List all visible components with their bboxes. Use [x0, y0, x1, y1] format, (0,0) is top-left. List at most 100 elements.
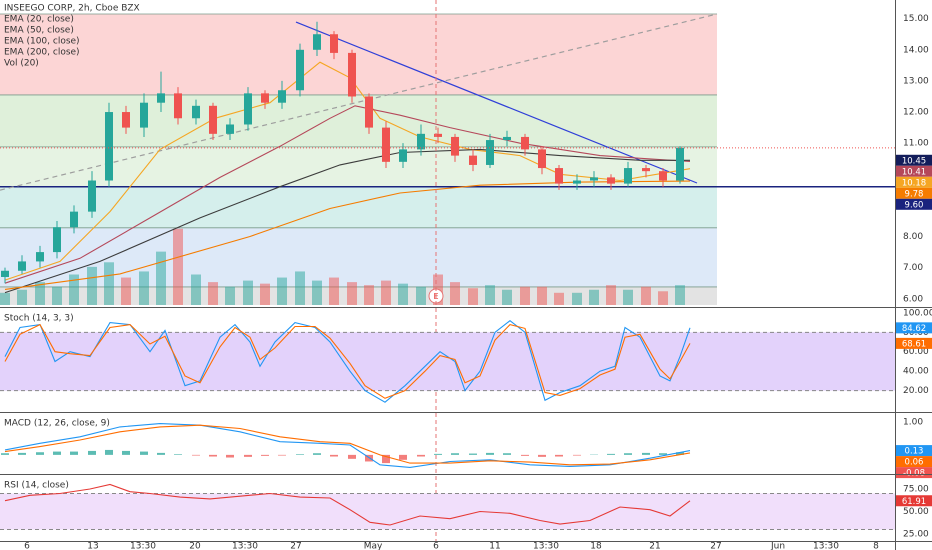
price-badge-label: 9.60 [905, 200, 924, 210]
histogram-bar [174, 454, 182, 455]
indicator-line [4, 423, 691, 468]
candle-body [296, 49, 304, 91]
histogram-bar [36, 452, 44, 455]
legend-text: EMA (50, close) [4, 26, 74, 36]
indicator-line [4, 180, 691, 290]
candle-body [382, 127, 390, 162]
candle-body [417, 133, 425, 150]
legend-text: Vol (20) [4, 59, 39, 69]
fib-zone [0, 94, 717, 147]
candle-body [365, 96, 373, 128]
candle-body [226, 124, 234, 134]
y-tick-label: 50.00 [903, 507, 929, 517]
candle-body [469, 155, 477, 165]
histogram-bar [607, 453, 615, 455]
histogram-bar [296, 454, 304, 455]
x-tick-label: 13:30 [130, 542, 156, 550]
volume-bar [329, 277, 339, 305]
legend-text: EMA (200, close) [4, 48, 80, 58]
price-badge-label: 84.62 [902, 324, 926, 334]
candle-body [607, 177, 615, 184]
y-tick-label: 11.00 [903, 139, 929, 149]
pane-title: MACD (12, 26, close, 9) [4, 419, 110, 429]
candle-body [18, 261, 26, 271]
band [0, 332, 895, 391]
volume-bar [450, 282, 460, 305]
x-tick-label: 27 [290, 542, 301, 550]
indicator-line [4, 323, 691, 399]
price-badge-label: 9.78 [905, 189, 924, 199]
histogram-bar [486, 452, 494, 455]
candle-body [451, 136, 459, 156]
volume-bar [191, 274, 201, 305]
y-tick-label: 25.00 [903, 529, 929, 539]
x-tick-label: 13:30 [813, 542, 839, 550]
y-tick-label: 20.00 [903, 386, 929, 396]
x-tick-label: 11 [489, 542, 500, 550]
histogram-bar [313, 453, 321, 455]
candle-body [192, 105, 200, 119]
histogram-bar [659, 453, 667, 455]
histogram-bar [140, 451, 148, 455]
x-tick-label: 21 [649, 542, 660, 550]
histogram-bar [330, 454, 338, 457]
histogram-bar [348, 454, 356, 459]
candle-body [538, 149, 546, 169]
price-badge [896, 322, 932, 334]
x-tick-label: May [364, 542, 383, 550]
histogram-bar [555, 454, 563, 457]
volume-bar [69, 274, 79, 305]
x-tick-label: 18 [590, 542, 602, 550]
price-badge [896, 165, 932, 177]
indicator-line [4, 424, 691, 466]
volume-bar [658, 291, 668, 305]
volume-bar [675, 285, 685, 305]
histogram-bar [642, 452, 650, 455]
price-badge [896, 456, 932, 468]
candle-body [105, 112, 113, 181]
histogram-bar [676, 452, 684, 455]
pane: MACD (12, 26, close, 9) [1, 419, 691, 468]
trend-line [295, 21, 698, 184]
histogram-bar [192, 454, 200, 456]
histogram-bar [209, 454, 217, 457]
volume-bar [623, 289, 633, 305]
candle-body [573, 180, 581, 184]
pane: RSI (14, close) [0, 481, 895, 530]
volume-bar [589, 289, 599, 305]
y-tick-label: 60.00 [903, 347, 929, 357]
volume-bar [277, 277, 287, 305]
price-badge-label: 0.06 [905, 458, 924, 468]
y-tick-label: 15.00 [903, 14, 929, 24]
volume-bar [364, 285, 374, 305]
candle-body [434, 133, 442, 137]
candle-body [642, 168, 650, 172]
legend-text: EMA (20, close) [4, 15, 74, 25]
histogram-bar [434, 453, 442, 455]
y-tick-label: 14.00 [903, 45, 929, 55]
price-badge-label: 68.61 [902, 339, 926, 349]
volume-bar [520, 286, 530, 305]
histogram-bar [88, 450, 96, 455]
volume-bar [537, 286, 547, 305]
x-tick-label: 6 [24, 542, 30, 550]
x-tick-label: 20 [189, 542, 201, 550]
histogram-bar [417, 454, 425, 457]
price-badge [896, 198, 932, 210]
volume-bar [121, 277, 131, 305]
histogram-bar [53, 451, 61, 455]
volume-bar [139, 271, 149, 305]
x-tick-label: 13:30 [232, 542, 258, 550]
volume-bar [572, 292, 582, 305]
price-badge-label: -0.08 [903, 469, 925, 479]
price-badge [896, 187, 932, 199]
price-badge-label: 10.41 [902, 167, 926, 177]
volume-bar [208, 282, 218, 305]
price-badge [896, 154, 932, 166]
volume-bar [52, 286, 62, 305]
volume-bar [225, 286, 235, 305]
histogram-bar [70, 451, 78, 455]
x-tick-label: 8 [873, 542, 879, 550]
candle-body [503, 136, 511, 141]
volume-bar [104, 262, 114, 305]
